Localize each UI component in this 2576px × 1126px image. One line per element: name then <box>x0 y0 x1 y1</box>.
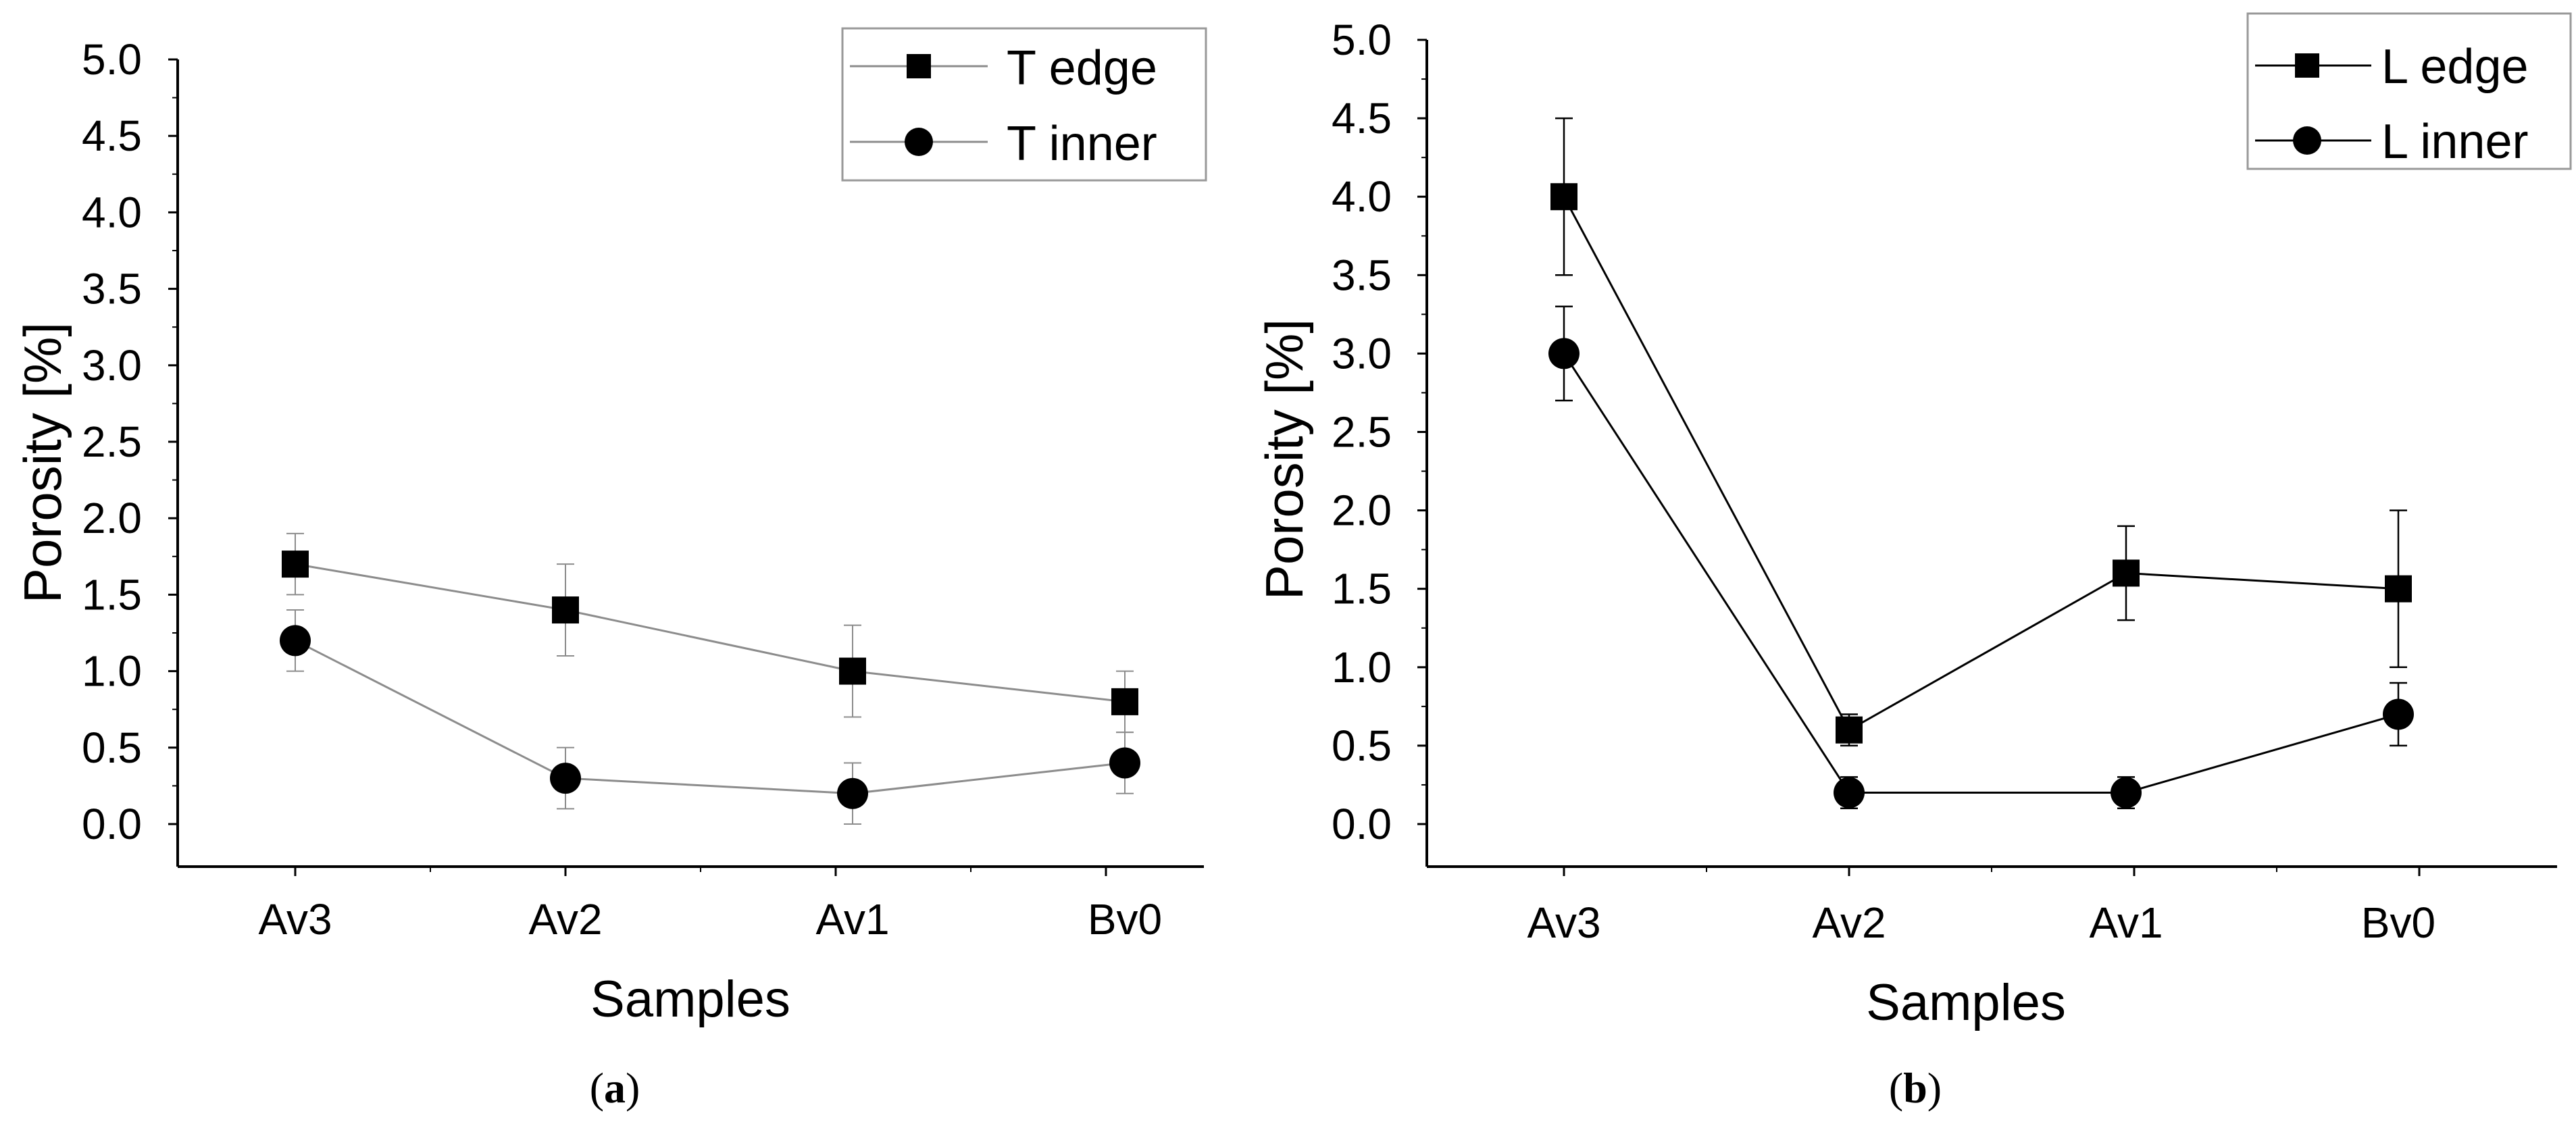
data-point-circle <box>1834 777 1865 809</box>
data-point-circle <box>550 763 581 794</box>
panel-label-b: (b) <box>1889 1064 1942 1112</box>
x-tick-label: Bv0 <box>1088 895 1162 944</box>
y-tick-label: 3.5 <box>82 265 142 313</box>
y-tick-label: 5.0 <box>1332 16 1392 64</box>
x-tick-label: Av1 <box>815 895 889 944</box>
data-point-square <box>552 596 579 624</box>
series-group <box>1548 117 2414 810</box>
x-tick-label: Bv0 <box>2361 898 2435 947</box>
y-tick-label: 2.5 <box>82 417 142 466</box>
data-point-square <box>1111 688 1138 715</box>
y-tick-label: 3.0 <box>1332 329 1392 378</box>
y-ticks: 0.0 0.5 1.0 1.5 2.0 2.5 3.0 3.5 4.0 4.5 5.0 <box>1332 16 1427 848</box>
y-tick-label: 1.0 <box>82 647 142 696</box>
series-line <box>295 639 1126 795</box>
x-axis-title: Samples <box>590 971 790 1028</box>
x-tick-label: Av2 <box>528 895 602 944</box>
y-tick-label: 4.0 <box>82 188 142 236</box>
series-l-edge <box>1550 117 2412 747</box>
legend-marker-square <box>2295 53 2319 78</box>
y-tick-label: 5.0 <box>82 35 142 84</box>
y-tick-label: 1.0 <box>1332 643 1392 692</box>
y-axis-title: Porosity [%] <box>13 322 72 603</box>
x-ticks: Av3 Av2 Av1 Bv0 <box>258 867 1162 944</box>
series-line <box>1563 353 2399 794</box>
y-tick-label: 0.5 <box>82 723 142 772</box>
y-tick-label: 2.5 <box>1332 408 1392 457</box>
data-point-square <box>839 657 866 685</box>
y-tick-label: 3.0 <box>82 341 142 390</box>
legend-marker-circle <box>2293 126 2321 155</box>
series-t-inner <box>280 609 1140 825</box>
series-line <box>1563 196 2399 732</box>
series-line <box>295 563 1126 703</box>
series-t-edge <box>282 532 1138 734</box>
data-point-square <box>2385 575 2412 603</box>
x-axis-title: Samples <box>1866 974 2066 1031</box>
x-tick-label: Av2 <box>1812 898 1886 947</box>
legend-label-l-edge: L edge <box>2381 40 2529 94</box>
data-point-square <box>1836 716 1863 744</box>
chart-panel-a: 0.0 0.5 1.0 1.5 2.0 2.5 3.0 3.5 4.0 4.5 5.0 Av3 Av2… <box>13 27 1207 1112</box>
y-tick-label: 0.0 <box>1332 800 1392 848</box>
y-tick-label: 4.0 <box>1332 172 1392 221</box>
data-point-circle <box>837 777 868 809</box>
data-point-circle <box>1109 747 1140 779</box>
x-ticks: Av3 Av2 Av1 Bv0 <box>1527 867 2435 947</box>
y-tick-label: 1.5 <box>1332 565 1392 613</box>
y-tick-label: 4.5 <box>1332 94 1392 143</box>
y-tick-label: 0.0 <box>82 800 142 848</box>
legend: L edge L inner <box>2246 12 2572 170</box>
data-point-circle <box>280 625 311 657</box>
panel-label-a: (a) <box>590 1064 640 1112</box>
legend-marker-circle <box>905 128 933 156</box>
x-tick-label: Av1 <box>2089 898 2163 947</box>
data-point-circle <box>1548 338 1580 369</box>
legend: T edge T inner <box>841 27 1207 182</box>
chart-panel-b: 0.0 0.5 1.0 1.5 2.0 2.5 3.0 3.5 4.0 4.5 5.0 Av3 Av2… <box>1255 12 2572 1112</box>
data-point-square <box>1550 183 1577 211</box>
y-tick-label: 2.0 <box>1332 486 1392 535</box>
y-ticks: 0.0 0.5 1.0 1.5 2.0 2.5 3.0 3.5 4.0 4.5 5.0 <box>82 35 178 848</box>
y-tick-label: 1.5 <box>82 570 142 619</box>
legend-label-l-inner: L inner <box>2381 115 2528 169</box>
y-tick-label: 4.5 <box>82 111 142 160</box>
y-tick-label: 3.5 <box>1332 251 1392 299</box>
legend-box <box>841 27 1207 182</box>
y-tick-label: 2.0 <box>82 494 142 542</box>
data-point-circle <box>2383 698 2414 730</box>
y-axis-title: Porosity [%] <box>1255 319 1314 600</box>
x-tick-label: Av3 <box>1527 898 1600 947</box>
y-tick-label: 0.5 <box>1332 721 1392 770</box>
legend-label-t-inner: T inner <box>1007 117 1157 171</box>
data-point-square <box>282 551 309 578</box>
legend-label-t-edge: T edge <box>1007 41 1157 95</box>
data-point-square <box>2113 559 2140 587</box>
series-group <box>280 532 1140 825</box>
data-point-circle <box>2111 777 2142 809</box>
series-l-inner <box>1548 305 2414 810</box>
x-tick-label: Av3 <box>258 895 332 944</box>
legend-marker-square <box>907 54 931 78</box>
